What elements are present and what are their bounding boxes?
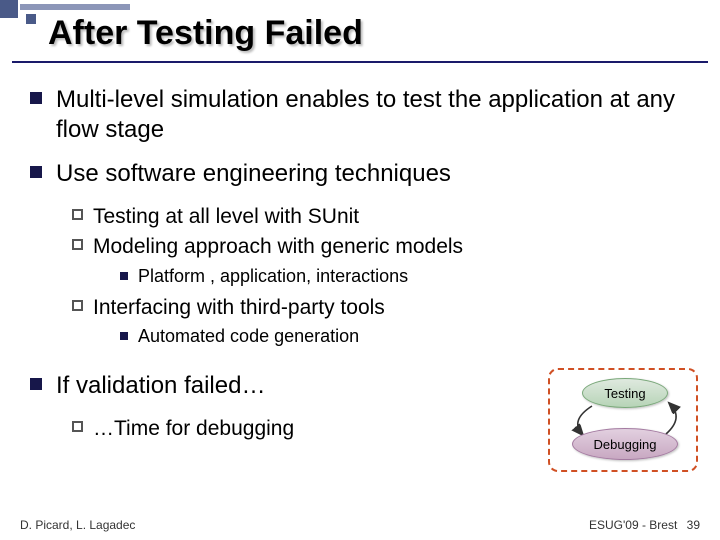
hollow-square-icon (72, 421, 83, 432)
bullet-text: …Time for debugging (93, 415, 294, 442)
lvl3-group: Platform , application, interactions (120, 265, 692, 288)
footer-venue: ESUG'09 - Brest (589, 518, 677, 532)
bullet-text: Multi-level simulation enables to test t… (56, 85, 692, 145)
small-square-icon (120, 332, 128, 340)
footer-right: ESUG'09 - Brest 39 (589, 518, 700, 532)
cycle-diagram: Testing Debugging (548, 368, 698, 478)
node-label: Testing (604, 386, 645, 401)
lvl2-group: Testing at all level with SUnit Modeling… (72, 203, 692, 349)
footer: D. Picard, L. Lagadec ESUG'09 - Brest 39 (20, 518, 700, 532)
bullet-lvl2: Modeling approach with generic models (72, 233, 692, 260)
corner-decoration (0, 0, 160, 30)
square-bullet-icon (30, 378, 42, 390)
bullet-lvl2: Testing at all level with SUnit (72, 203, 692, 230)
debugging-node: Debugging (572, 428, 678, 460)
bullet-lvl3: Platform , application, interactions (120, 265, 692, 288)
bullet-lvl3: Automated code generation (120, 325, 692, 348)
bullet-lvl1: Use software engineering techniques (28, 159, 692, 189)
lvl3-group: Automated code generation (120, 325, 692, 348)
bullet-text: Modeling approach with generic models (93, 233, 463, 260)
footer-authors: D. Picard, L. Lagadec (20, 518, 135, 532)
bullet-lvl1: Multi-level simulation enables to test t… (28, 85, 692, 145)
bullet-text: Interfacing with third-party tools (93, 294, 385, 321)
bullet-text: Platform , application, interactions (138, 265, 408, 288)
small-square-icon (120, 272, 128, 280)
bullet-lvl2: Interfacing with third-party tools (72, 294, 692, 321)
bullet-text: If validation failed… (56, 371, 265, 401)
page-number: 39 (687, 518, 700, 532)
hollow-square-icon (72, 209, 83, 220)
testing-node: Testing (582, 378, 668, 408)
bullet-text: Use software engineering techniques (56, 159, 451, 189)
bullet-text: Testing at all level with SUnit (93, 203, 359, 230)
square-bullet-icon (30, 166, 42, 178)
square-bullet-icon (30, 92, 42, 104)
node-label: Debugging (594, 437, 657, 452)
bullet-text: Automated code generation (138, 325, 359, 348)
hollow-square-icon (72, 239, 83, 250)
hollow-square-icon (72, 300, 83, 311)
